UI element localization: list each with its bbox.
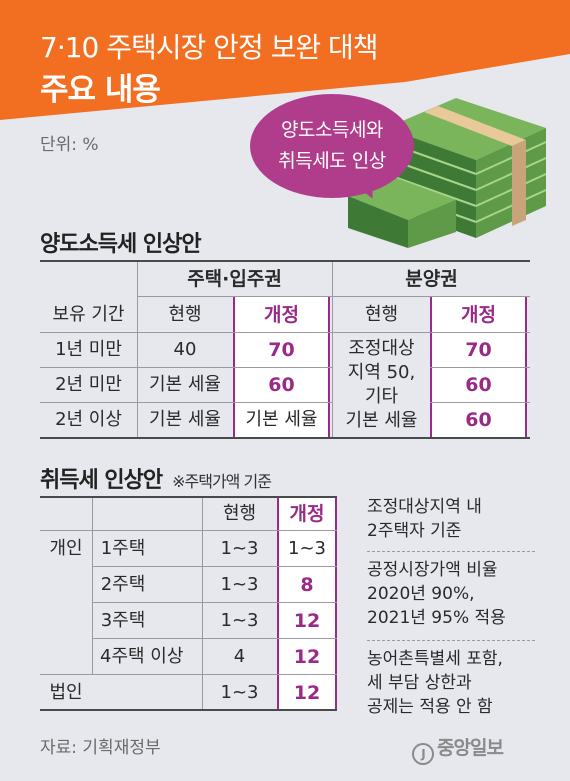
presale-current-merged: 조정대상 지역 50, 기타 기본 세율 <box>333 337 430 433</box>
acq-revised: 1~3 <box>288 538 326 559</box>
housing-current: 40 <box>173 339 197 360</box>
row-divider <box>40 402 333 403</box>
column-divider <box>137 262 138 437</box>
acquisition-note: ※주택가액 기준 <box>172 472 272 491</box>
housing-revised: 70 <box>268 339 295 361</box>
presale-current-line: 기본 세율 <box>345 410 418 431</box>
row-divider <box>430 402 530 403</box>
acq-current: 1~3 <box>220 574 259 595</box>
housing-current: 기본 세율 <box>149 409 221 430</box>
acq-revised: 12 <box>293 682 321 704</box>
revised-column-highlight-acquisition <box>277 497 337 709</box>
side-note-line: 세 부담 상한과 <box>367 673 472 693</box>
row-period: 2년 미만 <box>55 374 122 395</box>
table-top-border <box>40 496 337 498</box>
header-revised: 개정 <box>289 503 325 525</box>
header-housing: 주택·입주권 <box>187 268 282 290</box>
capital-gains-title: 양도소득세 인상안 <box>40 232 202 257</box>
header-holding-period: 보유 기간 <box>52 304 125 325</box>
house-count: 1주택 <box>100 538 146 559</box>
presale-revised: 60 <box>465 374 492 396</box>
side-note-line: 공정시장가액 비율 <box>367 560 498 580</box>
row-divider <box>430 367 530 368</box>
acquisition-title-text: 취득세 인상안 <box>40 468 163 493</box>
title-line-1: 7·10 주택시장 안정 보완 대책 <box>40 31 379 64</box>
speech-bubble: 양도소득세와 취득세도 인상 <box>250 94 414 198</box>
acq-current: 1~3 <box>220 610 259 631</box>
side-note-line: 조정대상지역 내 <box>367 497 482 517</box>
header-revised: 개정 <box>461 304 496 326</box>
row-divider <box>92 566 337 567</box>
header-revised: 개정 <box>264 304 299 326</box>
logo-mark-icon: J <box>412 743 434 765</box>
acq-current: 1~3 <box>220 538 259 559</box>
side-note-line: 2020년 90%, <box>367 584 475 604</box>
presale-current-line: 지역 50, <box>347 362 416 383</box>
side-note-divider <box>367 640 535 641</box>
row-divider <box>92 638 337 639</box>
house-count: 2주택 <box>100 574 146 595</box>
row-period: 1년 미만 <box>55 339 122 360</box>
house-count: 4주택 이상 <box>100 646 184 667</box>
header-divider <box>137 296 530 297</box>
side-note-2: 공정시장가액 비율 2020년 90%, 2021년 95% 적용 <box>367 558 506 630</box>
side-note-line: 공제는 적용 안 함 <box>367 697 493 717</box>
logo-text: 중앙일보 <box>437 737 504 759</box>
presale-revised: 70 <box>465 339 492 361</box>
presale-current-line: 기타 <box>364 386 399 407</box>
title-line-2: 주요 내용 <box>40 72 161 108</box>
side-note-line: 농어촌특별세 포함, <box>367 649 503 669</box>
owner-individual: 개인 <box>49 538 83 559</box>
acq-current: 4 <box>233 646 246 667</box>
row-divider <box>40 674 337 675</box>
row-divider <box>40 367 333 368</box>
owner-corporation: 법인 <box>49 682 83 703</box>
acq-revised: 8 <box>300 574 314 596</box>
acq-revised: 12 <box>293 610 321 632</box>
table-bottom-border <box>40 709 337 711</box>
table-bottom-border <box>40 437 530 439</box>
housing-revised: 기본 세율 <box>245 409 318 430</box>
side-note-line: 2주택자 기준 <box>367 521 462 541</box>
publisher-logo: J 중앙일보 <box>412 733 504 765</box>
row-divider <box>92 602 337 603</box>
presale-revised: 60 <box>465 409 492 431</box>
header-current: 현행 <box>222 503 257 524</box>
side-note-line: 2021년 95% 적용 <box>367 608 506 628</box>
table-top-border <box>40 260 530 262</box>
column-divider <box>332 262 333 437</box>
header-bottom-border <box>40 332 530 333</box>
bubble-line-2: 취득세도 인상 <box>278 150 386 172</box>
acq-current: 1~3 <box>220 682 259 703</box>
side-note-1: 조정대상지역 내 2주택자 기준 <box>367 495 482 543</box>
source-credit: 자료: 기획재정부 <box>40 738 161 758</box>
house-count: 3주택 <box>100 610 146 631</box>
housing-revised: 60 <box>268 374 295 396</box>
header-presale: 분양권 <box>405 268 458 290</box>
row-period: 2년 이상 <box>55 409 122 430</box>
column-divider <box>202 498 203 709</box>
side-note-divider <box>367 551 535 552</box>
acquisition-title: 취득세 인상안 ※주택가액 기준 <box>40 462 272 494</box>
column-divider <box>92 498 93 674</box>
housing-current: 기본 세율 <box>149 374 221 395</box>
header-bottom-border <box>40 530 337 531</box>
acq-revised: 12 <box>293 646 321 668</box>
header-current: 현행 <box>168 304 202 325</box>
unit-label: 단위: % <box>40 135 99 155</box>
header-current: 현행 <box>364 304 399 325</box>
side-note-3: 농어촌특별세 포함, 세 부담 상한과 공제는 적용 안 함 <box>367 647 503 719</box>
bubble-line-1: 양도소득세와 <box>281 119 383 141</box>
presale-current-line: 조정대상 <box>348 338 415 359</box>
